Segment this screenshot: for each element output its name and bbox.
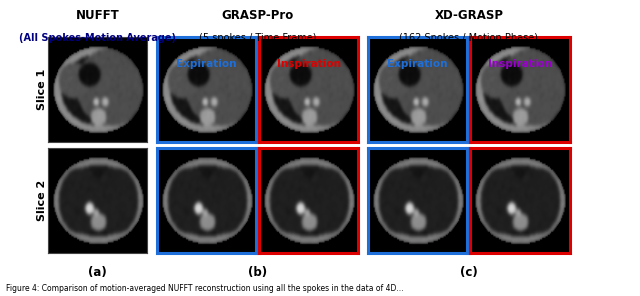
Text: (All Spokes-Motion Average): (All Spokes-Motion Average) bbox=[19, 33, 176, 43]
Text: NUFFT: NUFFT bbox=[76, 9, 120, 22]
Text: Figure 4: Comparison of motion-averaged NUFFT reconstruction using all the spoke: Figure 4: Comparison of motion-averaged … bbox=[6, 284, 404, 293]
Text: GRASP-Pro: GRASP-Pro bbox=[221, 9, 294, 22]
Text: (a): (a) bbox=[88, 266, 107, 279]
Text: Inspiration: Inspiration bbox=[488, 59, 552, 69]
Text: XD-GRASP: XD-GRASP bbox=[435, 9, 503, 22]
Text: (c): (c) bbox=[460, 266, 477, 279]
Text: (5 spokes / Time Frame): (5 spokes / Time Frame) bbox=[199, 33, 316, 43]
Text: Slice 2: Slice 2 bbox=[36, 180, 47, 221]
Text: Expiration: Expiration bbox=[176, 59, 237, 69]
Text: Inspiration: Inspiration bbox=[277, 59, 341, 69]
Text: (162 Spokes / Motion Phase): (162 Spokes / Motion Phase) bbox=[399, 33, 538, 43]
Text: Slice 1: Slice 1 bbox=[36, 69, 47, 110]
Text: (b): (b) bbox=[248, 266, 267, 279]
Text: Expiration: Expiration bbox=[387, 59, 448, 69]
